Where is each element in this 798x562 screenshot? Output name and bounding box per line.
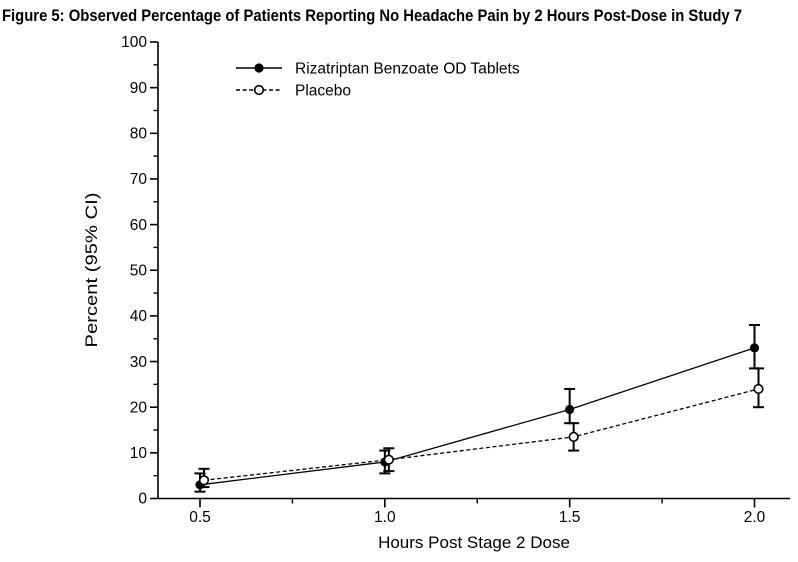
y-tick-label: 100 [121,34,147,51]
x-axis-label: Hours Post Stage 2 Dose [378,533,570,552]
y-tick-label: 70 [130,171,148,188]
y-tick-label: 20 [130,399,148,416]
x-tick-label: 1.0 [374,509,396,526]
series-line-placebo [203,388,759,481]
legend: Rizatriptan Benzoate OD Tablets Placebo [236,61,520,100]
legend-item-placebo: Placebo [236,83,351,100]
data-point-rizatriptan [749,343,760,353]
y-tick-label: 0 [138,491,147,508]
y-tick-label: 80 [130,126,148,143]
x-tick-label: 1.5 [559,509,581,526]
y-tick-label: 90 [130,80,148,97]
axis-ticks: 0 10 20 30 40 50 60 70 80 90 100 0.5 1.0 1.5 2.0 [121,34,766,526]
y-axis-label: Percent (95% CI) [82,193,101,348]
series-line-rizatriptan [199,347,755,486]
x-tick-label: 0.5 [189,509,211,526]
y-tick-label: 10 [130,445,148,462]
filled-circle-icon [254,63,264,73]
y-tick-label: 30 [130,354,148,371]
data-point-rizatriptan [565,404,575,415]
y-tick-label: 40 [130,308,148,325]
y-tick-label: 60 [130,217,148,234]
data-point-placebo [568,431,579,442]
legend-item-rizatriptan: Rizatriptan Benzoate OD Tablets [236,61,520,78]
legend-label-placebo: Placebo [295,83,351,100]
figure-title: Figure 5: Observed Percentage of Patient… [2,6,742,25]
legend-label-rizatriptan: Rizatriptan Benzoate OD Tablets [295,61,520,78]
axes [157,42,790,500]
open-circle-icon [253,84,265,96]
data-point-placebo [383,454,394,465]
series-layer [194,324,764,493]
data-point-placebo [753,383,764,395]
x-tick-label: 2.0 [744,509,766,526]
data-point-placebo [198,475,210,486]
y-tick-label: 50 [130,262,148,279]
